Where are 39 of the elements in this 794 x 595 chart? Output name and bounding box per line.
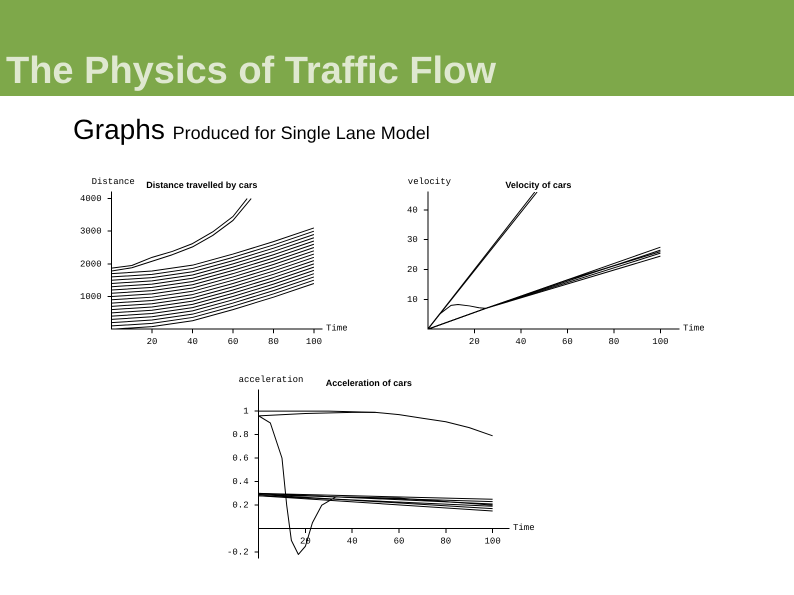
x-tick-label: 100 [652, 336, 668, 347]
y-tick-label: 0.8 [232, 430, 249, 440]
y-axis-title: Distance [92, 176, 135, 187]
y-tick-label: 10 [406, 294, 418, 305]
x-tick-label: 60 [228, 336, 238, 347]
chart-title: Velocity of cars [505, 180, 572, 190]
x-tick-label: 40 [346, 536, 358, 546]
y-tick-label: 4000 [80, 194, 102, 204]
y-axis-title: velocity [408, 176, 452, 187]
y-tick-label: 30 [406, 235, 418, 246]
chart-title: Acceleration of cars [326, 378, 412, 388]
x-tick-label: 100 [484, 536, 501, 546]
x-tick-label: 80 [268, 336, 279, 347]
x-tick-label: 80 [440, 536, 452, 546]
x-axis-title: Time [513, 523, 535, 534]
x-axis-title: Time [326, 324, 348, 334]
y-axis-title: acceleration [238, 374, 304, 385]
y-tick-label: 40 [406, 205, 418, 216]
x-tick-label: 20 [468, 336, 480, 347]
y-tick-label: 20 [406, 264, 418, 275]
x-tick-label: 60 [562, 336, 573, 347]
chart-title: Distance travelled by cars [146, 180, 258, 190]
text: Graphs Produced for Single Lane Model [73, 114, 430, 145]
y-tick-label: 0.4 [232, 477, 249, 488]
x-tick-label: 20 [146, 336, 158, 347]
x-tick-label: 80 [608, 336, 620, 347]
x-tick-label: 40 [515, 336, 526, 347]
x-tick-label: 40 [187, 336, 198, 347]
x-tick-label: 60 [394, 536, 404, 546]
x-axis-title: Time [683, 324, 705, 334]
y-tick-label: 2000 [80, 259, 102, 270]
text: The Physics of Traffic Flow [6, 50, 496, 93]
y-tick-label: 0.2 [232, 500, 249, 511]
y-tick-label: -0.2 [226, 548, 249, 558]
y-tick-label: 0.6 [232, 454, 249, 464]
y-tick-label: 1000 [80, 292, 102, 302]
x-tick-label: 100 [306, 336, 322, 347]
y-tick-label: 1 [243, 406, 249, 417]
y-tick-label: 3000 [80, 226, 102, 237]
